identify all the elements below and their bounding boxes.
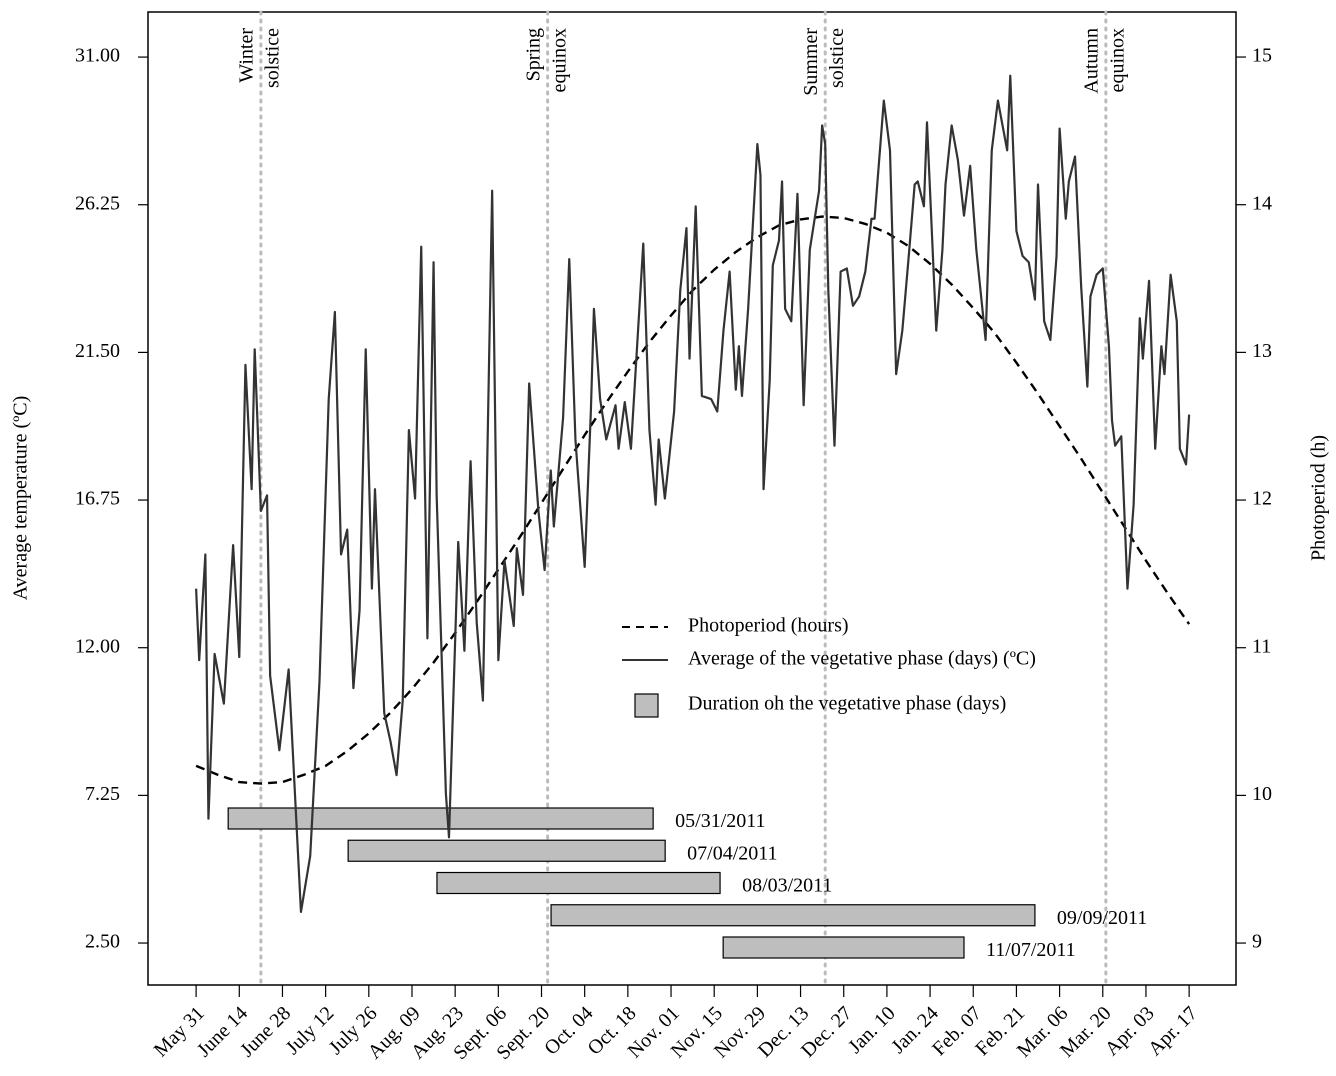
y2-axis-label: Photoperiod (h) <box>1308 435 1330 561</box>
y-tick-label: 2.50 <box>85 931 120 953</box>
y2-tick-label: 14 <box>1252 192 1272 214</box>
series-line <box>195 74 1191 914</box>
y-tick-label: 21.50 <box>75 340 120 362</box>
duration-bar <box>722 936 965 959</box>
x-tick-label: Apr. 17 <box>1144 1002 1202 1060</box>
legend-label: Duration oh the vegetative phase (days) <box>688 693 1006 715</box>
duration-bar <box>227 807 654 830</box>
x-tick-label: July 12 <box>282 1002 339 1059</box>
y2-tick-label: 11 <box>1252 635 1271 657</box>
reference-label: solstice <box>261 28 283 88</box>
y-tick-label: 16.75 <box>75 488 120 510</box>
reference-label: Winter <box>235 28 257 83</box>
bar-label: 09/09/2011 <box>1057 907 1147 929</box>
reference-label: Spring <box>522 28 544 81</box>
x-tick-label: Jan. 10 <box>844 1002 900 1058</box>
reference-label: equinox <box>1106 28 1128 92</box>
y-axis-label: Average temperature (ºC) <box>10 396 32 601</box>
reference-label: equinox <box>548 28 570 92</box>
legend-swatch <box>634 693 659 718</box>
y2-tick-label: 12 <box>1252 488 1272 510</box>
y-tick-label: 26.25 <box>75 192 120 214</box>
bar-label: 08/03/2011 <box>742 875 832 897</box>
x-tick-label: Oct. 04 <box>540 1002 597 1059</box>
bar-label: 07/04/2011 <box>687 842 777 864</box>
reference-label: solstice <box>826 28 848 88</box>
plot-frame <box>147 11 1237 986</box>
bar-label: 05/31/2011 <box>675 810 765 832</box>
reference-label: Summer <box>800 28 822 96</box>
y-tick-label: 12.00 <box>75 635 120 657</box>
y-tick-label: 31.00 <box>75 45 120 67</box>
y2-tick-label: 10 <box>1252 783 1272 805</box>
legend-label: Photoperiod (hours) <box>688 615 849 637</box>
duration-bar <box>436 871 721 895</box>
y2-tick-label: 9 <box>1252 931 1262 953</box>
legend-label: Average of the vegetative phase (days) (… <box>688 648 1036 670</box>
duration-bar <box>347 839 666 862</box>
duration-bar <box>550 904 1036 927</box>
reference-label: Autumn <box>1080 28 1102 94</box>
y-tick-label: 7.25 <box>85 783 120 805</box>
y2-tick-label: 15 <box>1252 45 1272 67</box>
y2-tick-label: 13 <box>1252 340 1272 362</box>
bar-label: 11/07/2011 <box>986 939 1076 961</box>
